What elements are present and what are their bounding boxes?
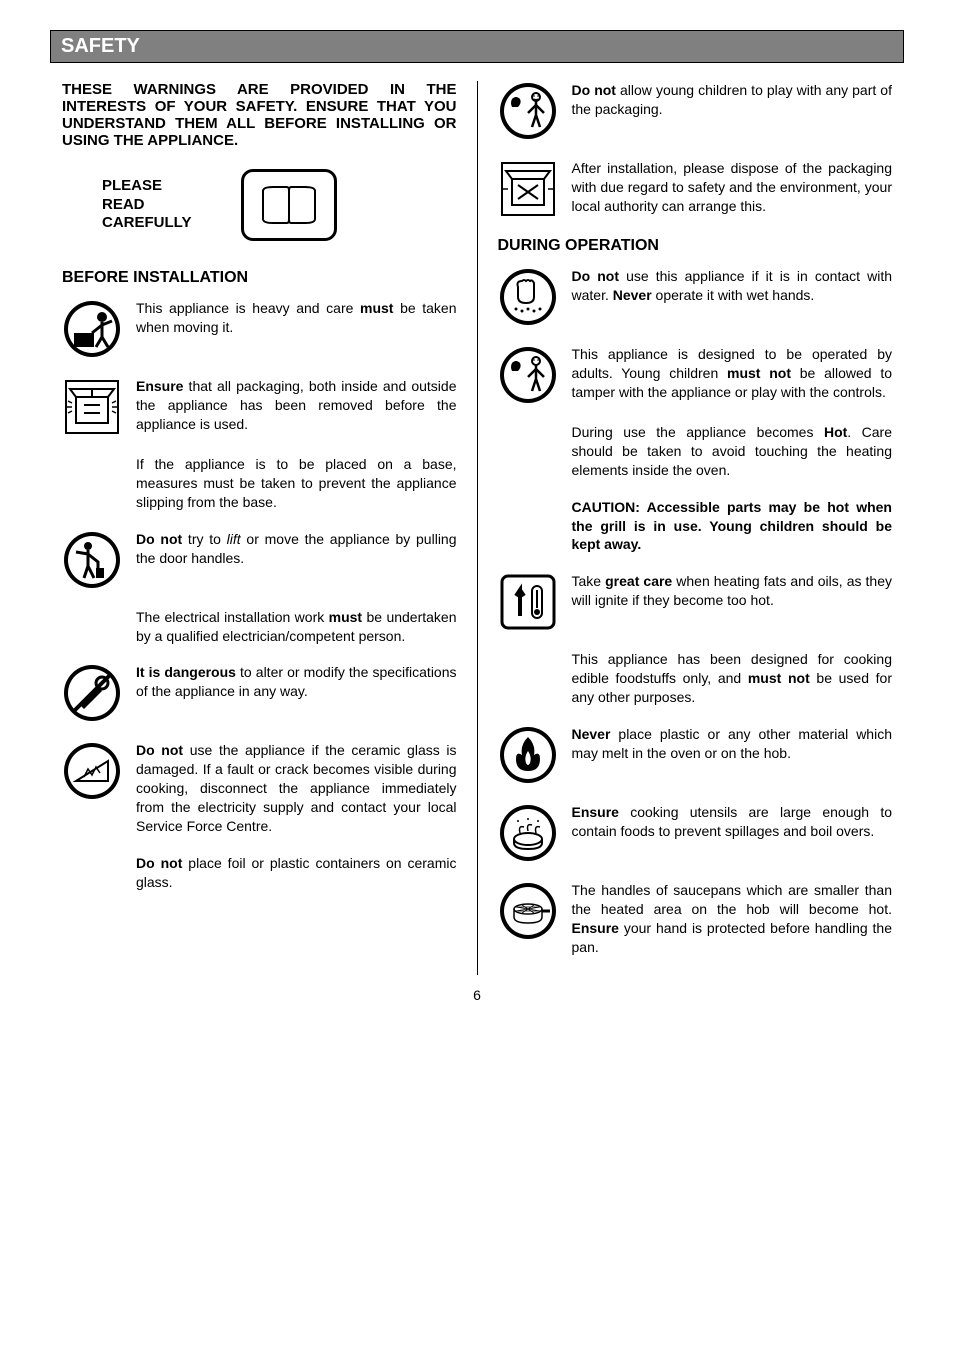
warning-text: Do not place foil or plastic containers …: [136, 854, 457, 892]
warning-text: Ensure cooking utensils are large enough…: [572, 803, 893, 841]
hot-handle-icon: [498, 881, 558, 941]
warning-text: This appliance is heavy and care must be…: [136, 299, 457, 337]
fire-icon: [498, 725, 558, 785]
packaging-icon: [62, 377, 122, 437]
warning-text: Ensure that all packaging, both inside a…: [136, 377, 457, 434]
warning-text: Do not use the appliance if the ceramic …: [136, 741, 457, 835]
right-column: Do not allow young children to play with…: [478, 81, 905, 975]
warning-text: Do not allow young children to play with…: [572, 81, 893, 119]
warning-text: Take great care when heating fats and oi…: [572, 572, 893, 610]
warning-text: If the appliance is to be placed on a ba…: [136, 455, 457, 512]
read-carefully-label: PLEASEREADCAREFULLY: [102, 177, 191, 233]
intro-text: THESE WARNINGS ARE PROVIDED IN THE INTER…: [62, 81, 457, 149]
warning-text: CAUTION: Accessible parts may be hot whe…: [572, 498, 893, 555]
cracked-glass-icon: [62, 741, 122, 801]
child-warning-icon: [498, 81, 558, 141]
spillage-icon: [498, 803, 558, 863]
warning-text: During use the appliance becomes Hot. Ca…: [572, 423, 893, 480]
dispose-packaging-icon: [498, 159, 558, 219]
section-header: SAFETY: [50, 30, 904, 63]
warning-text: The handles of saucepans which are small…: [572, 881, 893, 957]
warning-text: Do not try to lift or move the appliance…: [136, 530, 457, 568]
during-operation-heading: DURING OPERATION: [498, 237, 893, 255]
warning-text: It is dangerous to alter or modify the s…: [136, 663, 457, 701]
child-tamper-icon: [498, 345, 558, 405]
warning-text: This appliance has been designed for coo…: [572, 650, 893, 707]
page-number: 6: [50, 987, 904, 1003]
no-modify-icon: [62, 663, 122, 723]
read-carefully-block: PLEASEREADCAREFULLY: [102, 169, 457, 241]
hot-oil-icon: [498, 572, 558, 632]
warning-text: Do not use this appliance if it is in co…: [572, 267, 893, 305]
book-icon: [241, 169, 337, 241]
heavy-icon: [62, 299, 122, 359]
before-installation-heading: BEFORE INSTALLATION: [62, 269, 457, 287]
warning-text: Never place plastic or any other materia…: [572, 725, 893, 763]
warning-text: The electrical installation work must be…: [136, 608, 457, 646]
warning-text: After installation, please dispose of th…: [572, 159, 893, 216]
warning-text: This appliance is designed to be operate…: [572, 345, 893, 402]
left-column: THESE WARNINGS ARE PROVIDED IN THE INTER…: [50, 81, 478, 975]
section-title: SAFETY: [61, 35, 893, 58]
wet-hands-icon: [498, 267, 558, 327]
no-lift-icon: [62, 530, 122, 590]
